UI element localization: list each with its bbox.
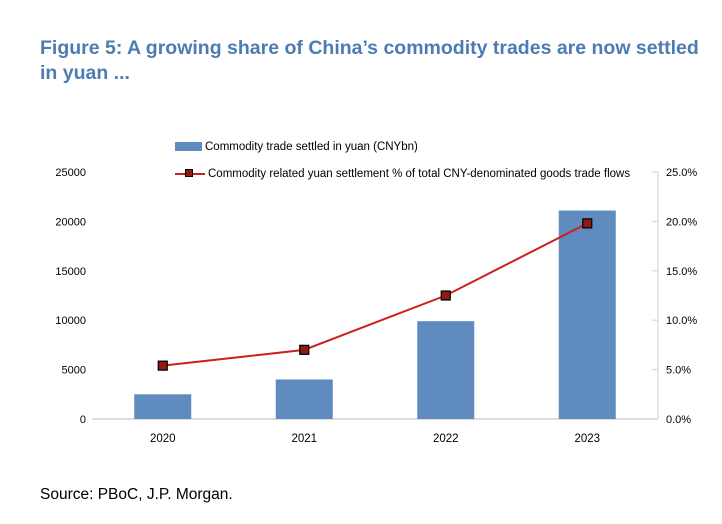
chart-canvas: 0 5000 10000 15000 20000 25000 0.0% 5.0% 10.0% 15…: [55, 167, 697, 445]
trend-marker-2021: [299, 344, 310, 355]
y-axis-left-tick-label: 20000: [55, 216, 86, 228]
bar-2022: [417, 321, 475, 419]
x-axis-label: 2023: [574, 433, 600, 445]
bar-2020: [134, 394, 192, 419]
y-axis-right-tick-label: 15.0%: [666, 266, 697, 278]
trend-marker-2022: [440, 290, 451, 301]
bar-2023: [558, 210, 616, 419]
bar-series-swatch-icon: [175, 142, 202, 151]
y-axis-left-tick-label: 25000: [55, 167, 86, 179]
trend-marker-2020: [157, 360, 168, 371]
y-axis-left-tick-label: 15000: [55, 266, 86, 278]
x-axis-label: 2021: [291, 433, 317, 445]
y-axis-right-tick-label: 10.0%: [666, 315, 697, 327]
trend-line: [162, 222, 588, 367]
legend-item-line-series: Commodity related yuan settlement % of t…: [175, 166, 630, 181]
y-axis-right-tick-label: 0.0%: [666, 414, 691, 426]
figure-title: Figure 5: A growing share of China’s com…: [40, 37, 699, 84]
y-axis-left-tick-label: 0: [80, 414, 86, 426]
y-axis-left-tick-label: 10000: [55, 315, 86, 327]
bar-2021: [275, 379, 333, 419]
x-axis-label: 2020: [150, 433, 176, 445]
x-axis-label: 2022: [433, 433, 459, 445]
y-axis-right-tick-label: 5.0%: [666, 365, 691, 377]
chart-legend: Commodity trade settled in yuan (CNYbn) …: [175, 139, 630, 181]
legend-item-bar-series: Commodity trade settled in yuan (CNYbn): [175, 139, 630, 154]
trend-marker-2023: [582, 218, 593, 229]
y-axis-right-tick-label: 25.0%: [666, 167, 697, 179]
legend-label-bar-series: Commodity trade settled in yuan (CNYbn): [205, 140, 418, 153]
y-axis-right-tick-label: 20.0%: [666, 216, 697, 228]
y-axis-left-tick-label: 5000: [62, 365, 86, 377]
source-note: Source: PBoC, J.P. Morgan.: [40, 486, 233, 503]
line-series-swatch-icon: [175, 168, 205, 179]
legend-label-line-series: Commodity related yuan settlement % of t…: [208, 167, 631, 180]
